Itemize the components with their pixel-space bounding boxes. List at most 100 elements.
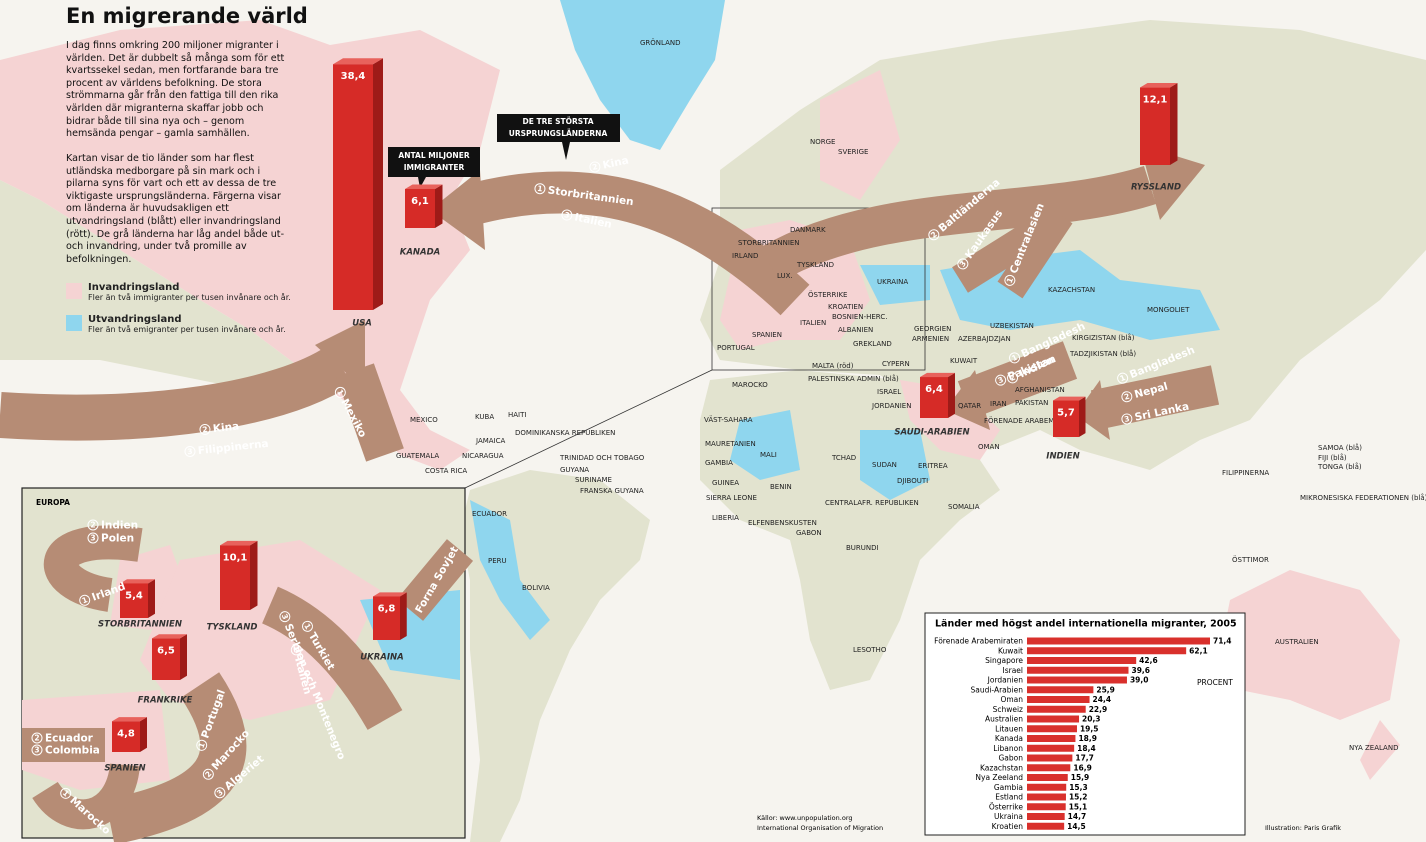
intro-text: Kartan visar de tio länder som har flest… bbox=[66, 153, 285, 265]
page-title: En migrerande värld bbox=[66, 4, 308, 28]
callout-text: IMMIGRANTER bbox=[404, 163, 465, 172]
value-label: 71,4 bbox=[1213, 637, 1232, 646]
country-label: PORTUGAL bbox=[717, 344, 755, 352]
arrow-origin: Indien bbox=[101, 520, 138, 532]
bar bbox=[1027, 696, 1090, 703]
country-label: ARMENIEN bbox=[912, 335, 949, 343]
country-label: SIERRA LEONE bbox=[706, 494, 757, 502]
country-label: GUYANA bbox=[560, 466, 589, 474]
category-label: Singapore bbox=[985, 656, 1023, 665]
country-label: FRANSKA GUYANA bbox=[580, 487, 644, 495]
country-label: UKRAINA bbox=[877, 278, 908, 286]
zoom-frame bbox=[711, 207, 926, 371]
greenland bbox=[560, 0, 725, 150]
country-label: JAMAICA bbox=[475, 437, 506, 445]
legend-swatch bbox=[66, 315, 82, 331]
callout-box bbox=[497, 114, 620, 142]
pillar-top bbox=[152, 634, 187, 639]
country-label: MONGOLIET bbox=[1147, 306, 1190, 314]
rank-number: 3 bbox=[215, 788, 225, 798]
rank-badge bbox=[957, 258, 969, 270]
arrow-usa bbox=[0, 345, 353, 441]
country-label: HAITI bbox=[508, 411, 526, 419]
value-label: 18,9 bbox=[1078, 734, 1097, 743]
rank-number: 3 bbox=[958, 259, 968, 268]
value-label: 18,4 bbox=[1077, 744, 1096, 753]
category-label: Australien bbox=[985, 715, 1023, 724]
pillar-side bbox=[180, 634, 187, 680]
rank-badge bbox=[87, 519, 99, 531]
legend-swatch bbox=[66, 283, 82, 299]
bar bbox=[1027, 705, 1086, 713]
country-label: SUDAN bbox=[872, 461, 897, 469]
country-label: MAROCKO bbox=[732, 381, 768, 389]
country-label: KIRGIZISTAN (blå) bbox=[1072, 333, 1135, 342]
country-label: ALBANIEN bbox=[838, 326, 873, 334]
rank-badge bbox=[199, 423, 211, 435]
pillar-value: 12,1 bbox=[1143, 95, 1168, 106]
country-label: TONGA (blå) bbox=[1317, 462, 1362, 471]
rank-number: 3 bbox=[34, 746, 39, 755]
pillar-top bbox=[333, 58, 383, 65]
rank-badge bbox=[995, 374, 1007, 386]
new-zealand bbox=[1360, 720, 1400, 780]
bar bbox=[1027, 715, 1080, 723]
country-label: ITALIEN bbox=[800, 319, 826, 327]
category-label: Nya Zeeland bbox=[975, 773, 1023, 782]
arrowhead bbox=[945, 370, 990, 430]
arrow-origin: Polen bbox=[101, 533, 134, 545]
value-label: 19,5 bbox=[1080, 724, 1099, 733]
value-label: 25,9 bbox=[1096, 685, 1115, 694]
pillar-value: 6,1 bbox=[411, 196, 429, 207]
pillar-value: 6,4 bbox=[925, 384, 943, 395]
pillar-side bbox=[1170, 83, 1178, 165]
country-label: DJIBOUTI bbox=[897, 477, 928, 485]
country-label: TADZJIKISTAN (blå) bbox=[1069, 349, 1136, 358]
rank-number: 2 bbox=[1123, 392, 1130, 402]
callout-text: URSPRUNGSLÄNDERNA bbox=[509, 129, 608, 138]
pillar bbox=[112, 721, 140, 752]
rank-badge bbox=[1007, 372, 1019, 384]
category-label: Jordanien bbox=[987, 676, 1024, 685]
country-label: PAKISTAN bbox=[1015, 399, 1048, 407]
rank-number: 3 bbox=[563, 210, 570, 220]
country-label: TYSKLAND bbox=[796, 261, 834, 269]
country-label: FIJI (blå) bbox=[1318, 453, 1347, 462]
rank-number: 1 bbox=[335, 388, 345, 397]
rank-number: 3 bbox=[1123, 414, 1130, 424]
pillar bbox=[373, 596, 400, 640]
pillar-top bbox=[373, 592, 407, 597]
bar bbox=[1027, 637, 1210, 645]
chart-unit: PROCENT bbox=[1197, 678, 1233, 687]
pillar bbox=[152, 638, 180, 680]
bar bbox=[1027, 666, 1129, 674]
category-label: Österrike bbox=[989, 802, 1024, 811]
rank-number: 1 bbox=[1119, 373, 1127, 383]
value-label: 17,7 bbox=[1075, 754, 1094, 763]
rank-badge bbox=[196, 739, 208, 751]
pillar-top bbox=[405, 184, 443, 189]
country-label: KUWAIT bbox=[950, 357, 978, 365]
rank-number: 3 bbox=[997, 375, 1005, 385]
country-label: VÄST-SAHARA bbox=[704, 415, 753, 424]
arrow-russia bbox=[759, 165, 1157, 283]
inset-central bbox=[140, 540, 380, 720]
country-label: NYA ZEALAND bbox=[1349, 744, 1398, 752]
legend-item: Invandringsland Fler än två immigranter p… bbox=[66, 282, 306, 302]
country-label: NICARAGUA bbox=[462, 452, 504, 460]
bar bbox=[1027, 647, 1187, 655]
rank-badge bbox=[1004, 274, 1016, 286]
bar bbox=[1027, 803, 1066, 811]
pillar-name: SPANIEN bbox=[104, 764, 145, 774]
country-label: GUINEA bbox=[712, 479, 739, 487]
bar bbox=[1027, 735, 1076, 742]
category-label: Gabon bbox=[998, 754, 1023, 763]
country-label: JORDANIEN bbox=[871, 402, 911, 410]
country-label: QATAR bbox=[958, 402, 981, 410]
source: Källor: www.unpopulation.org bbox=[757, 814, 853, 822]
country-label: IRAN bbox=[990, 400, 1007, 408]
category-label: Kazachstan bbox=[980, 763, 1023, 772]
pillar-top bbox=[920, 372, 955, 378]
